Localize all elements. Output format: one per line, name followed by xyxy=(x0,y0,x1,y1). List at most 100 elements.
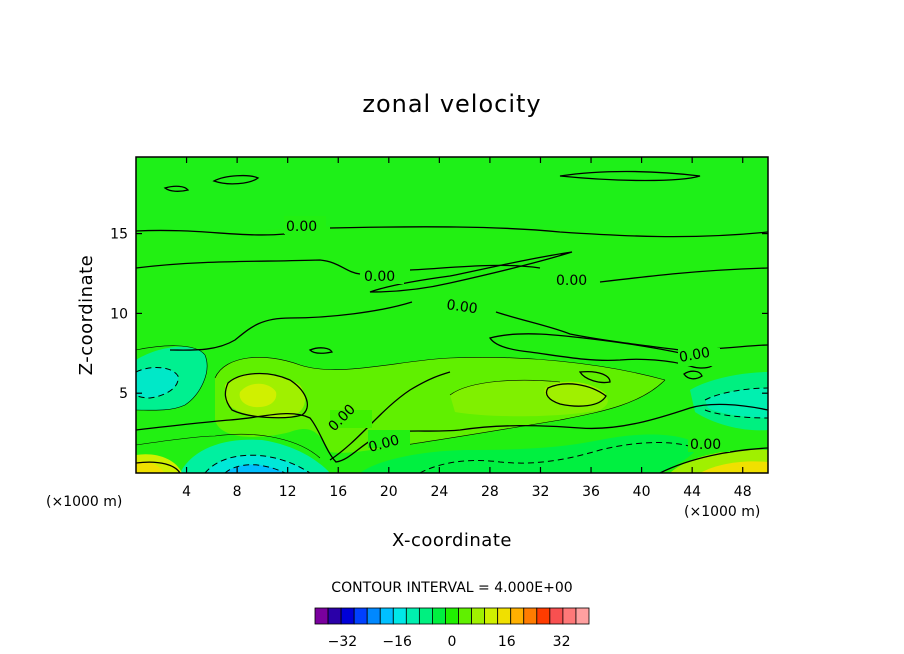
contour-label-bg xyxy=(444,294,486,312)
contour-line xyxy=(136,433,321,459)
colorbar-swatch xyxy=(405,607,420,625)
negative-region-4 xyxy=(205,455,310,473)
colorbar-swatch xyxy=(458,607,472,625)
negative-region-7 xyxy=(705,388,768,418)
colorbar-tick-label: 16 xyxy=(498,634,516,650)
colorbar-swatch xyxy=(536,607,551,625)
colorbar-swatch xyxy=(327,607,342,625)
x-tick-label: 8 xyxy=(233,484,242,500)
contour-line xyxy=(488,333,714,369)
y-tick-label: 15 xyxy=(110,227,128,243)
colorbar-swatch xyxy=(471,607,486,625)
contour-line xyxy=(308,347,333,354)
contour-labels: 0.00 0.00 0.00 0.00 0.00 0.00 0.00 0.00 xyxy=(284,216,730,456)
colorbar-swatch xyxy=(379,607,394,625)
colorbar xyxy=(314,607,590,625)
contour-line xyxy=(404,379,666,446)
contour-label: 0.00 xyxy=(556,273,587,289)
negative-contours xyxy=(136,367,768,473)
contour-line xyxy=(329,371,451,461)
x-axis-unit-right: (×1000 m) xyxy=(684,504,760,520)
x-tick-label: 44 xyxy=(683,484,701,500)
contour-label-bg xyxy=(688,434,730,452)
dashed-contour xyxy=(204,454,311,473)
y-axis-label: Z-coordinate xyxy=(76,255,97,376)
dashed-contour xyxy=(704,409,768,419)
colorbar-swatch xyxy=(432,607,446,625)
contour-line xyxy=(163,185,190,192)
positive-region-3 xyxy=(239,383,277,408)
dashed-contour xyxy=(136,367,179,399)
negative-region-5 xyxy=(225,464,285,473)
contour-line xyxy=(578,370,611,384)
x-tick-label: 32 xyxy=(532,484,550,500)
x-axis-ticks: 4 8 12 16 20 24 28 32 36 40 44 48 xyxy=(182,157,752,500)
contour-line xyxy=(659,447,768,473)
contour-line xyxy=(136,259,768,283)
contour-line xyxy=(169,301,413,351)
negative-region-8 xyxy=(360,434,700,473)
colorbar-swatch xyxy=(418,607,433,625)
colorbar-swatch xyxy=(523,607,538,625)
x-tick-label: 24 xyxy=(430,484,448,500)
colorbar-swatch xyxy=(549,607,564,625)
colorbar-tick-label: −32 xyxy=(328,634,358,650)
contour-label-bg xyxy=(678,348,720,366)
plot-frame xyxy=(135,156,769,474)
dashed-contour xyxy=(224,464,286,473)
contour-label: 0.00 xyxy=(678,345,711,366)
contour-line xyxy=(136,461,181,473)
y-axis-ticks: 5 10 15 xyxy=(110,227,768,402)
contour-line xyxy=(559,170,701,182)
positive-corner-left-core xyxy=(136,461,164,473)
contour-label: 0.00 xyxy=(367,432,401,456)
x-tick-label: 4 xyxy=(182,484,191,500)
x-tick-label: 20 xyxy=(380,484,398,500)
contour-label-bg xyxy=(330,410,372,428)
y-tick-label: 10 xyxy=(110,306,128,322)
contour-line xyxy=(212,174,260,185)
x-tick-label: 16 xyxy=(329,484,347,500)
colorbar-swatch xyxy=(353,607,368,625)
x-tick-label: 48 xyxy=(734,484,752,500)
contour-label-bg xyxy=(368,430,410,448)
colorbar-swatch xyxy=(562,607,577,625)
contour-label-bg xyxy=(554,270,596,288)
colorbar-swatch xyxy=(497,607,512,625)
plot-area: 0.00 0.00 0.00 0.00 0.00 0.00 0.00 0.00 xyxy=(136,157,768,473)
contour-label: 0.00 xyxy=(364,269,395,285)
x-tick-label: 36 xyxy=(582,484,600,500)
contour-line xyxy=(449,379,561,396)
contour-line xyxy=(545,383,607,407)
x-tick-label: 28 xyxy=(481,484,499,500)
x-axis-unit-left: (×1000 m) xyxy=(46,494,122,510)
dashed-contour xyxy=(704,387,768,401)
contour-label: 0.00 xyxy=(690,437,721,453)
contour-line xyxy=(136,226,768,238)
colorbar-labels: −32 −16 0 16 32 xyxy=(328,634,571,650)
contour-line xyxy=(136,345,208,411)
colorbar-swatch xyxy=(366,607,381,625)
contour-line xyxy=(683,370,703,380)
colorbar-swatch xyxy=(484,607,499,625)
contour-line xyxy=(369,251,573,293)
thin-contour-lines xyxy=(136,345,666,459)
colorbar-swatch xyxy=(445,607,459,625)
positive-corner-right-core xyxy=(700,461,768,473)
contour-label: 0.00 xyxy=(286,219,317,235)
contour-line xyxy=(224,372,308,419)
contour-interval-text: CONTOUR INTERVAL = 4.000E+00 xyxy=(331,580,572,596)
negative-region-2 xyxy=(136,367,179,398)
colorbar-tick-label: 32 xyxy=(553,634,571,650)
colorbar-swatch xyxy=(340,607,355,625)
x-axis-label: X-coordinate xyxy=(392,530,512,551)
contour-label: 0.00 xyxy=(445,297,478,317)
y-tick-label: 5 xyxy=(119,386,128,402)
chart-title: zonal velocity xyxy=(362,90,541,118)
upper-layer-fill xyxy=(136,157,768,235)
colorbar-tick-label: −16 xyxy=(382,634,412,650)
contour-label-bg xyxy=(284,216,326,234)
colorbar-swatch xyxy=(392,607,407,625)
colorbar-tick-label: 0 xyxy=(448,634,457,650)
